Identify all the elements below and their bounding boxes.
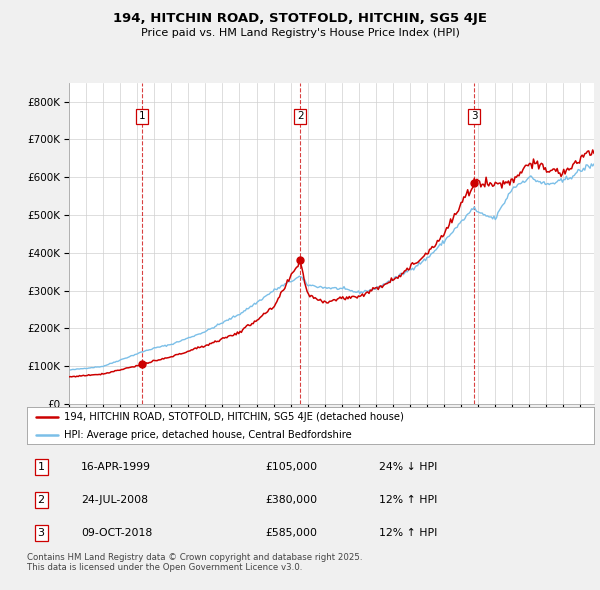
Text: 194, HITCHIN ROAD, STOTFOLD, HITCHIN, SG5 4JE: 194, HITCHIN ROAD, STOTFOLD, HITCHIN, SG… <box>113 12 487 25</box>
Text: 09-OCT-2018: 09-OCT-2018 <box>81 529 152 538</box>
Text: 1: 1 <box>38 463 44 472</box>
Text: 12% ↑ HPI: 12% ↑ HPI <box>379 529 437 538</box>
Text: 3: 3 <box>471 112 478 122</box>
Text: 3: 3 <box>38 529 44 538</box>
Text: 12% ↑ HPI: 12% ↑ HPI <box>379 496 437 505</box>
Text: 1: 1 <box>139 112 145 122</box>
Text: 24-JUL-2008: 24-JUL-2008 <box>81 496 148 505</box>
Text: Price paid vs. HM Land Registry's House Price Index (HPI): Price paid vs. HM Land Registry's House … <box>140 28 460 38</box>
Text: HPI: Average price, detached house, Central Bedfordshire: HPI: Average price, detached house, Cent… <box>64 430 352 440</box>
Text: 16-APR-1999: 16-APR-1999 <box>81 463 151 472</box>
Text: 24% ↓ HPI: 24% ↓ HPI <box>379 463 437 472</box>
Text: 2: 2 <box>297 112 304 122</box>
Text: Contains HM Land Registry data © Crown copyright and database right 2025.
This d: Contains HM Land Registry data © Crown c… <box>27 553 362 572</box>
Text: £105,000: £105,000 <box>265 463 317 472</box>
Text: £585,000: £585,000 <box>265 529 317 538</box>
Text: 194, HITCHIN ROAD, STOTFOLD, HITCHIN, SG5 4JE (detached house): 194, HITCHIN ROAD, STOTFOLD, HITCHIN, SG… <box>64 412 404 422</box>
Text: £380,000: £380,000 <box>265 496 317 505</box>
Text: 2: 2 <box>38 496 45 505</box>
